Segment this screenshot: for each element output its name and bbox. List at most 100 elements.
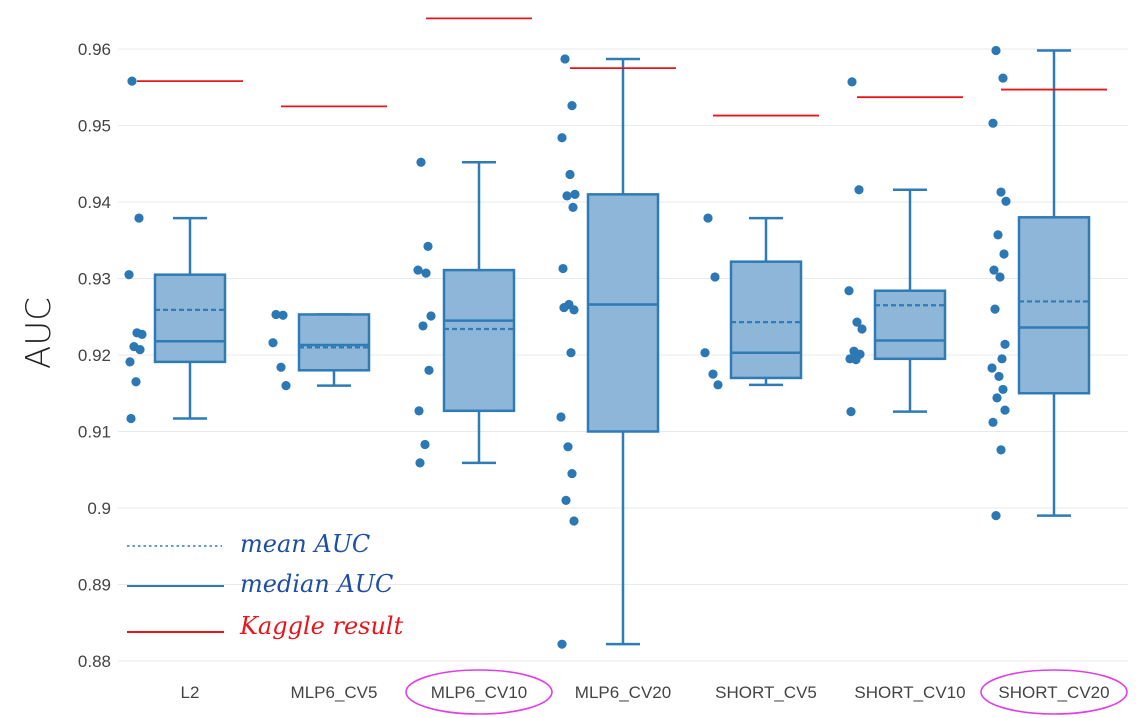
data-point [557, 133, 567, 143]
data-point [997, 354, 1007, 364]
data-point [558, 263, 568, 274]
legend: mean AUC median AUC Kaggle result [127, 530, 404, 640]
data-point [418, 321, 428, 331]
data-point [416, 157, 426, 167]
y-tick-label: 0.89 [78, 576, 111, 595]
data-point [854, 185, 864, 195]
x-category-label: L2 [181, 683, 200, 702]
data-point [994, 371, 1004, 382]
data-point [127, 76, 137, 86]
data-point [570, 189, 580, 199]
data-point [1001, 196, 1011, 206]
data-point [847, 77, 857, 87]
data-point [567, 468, 577, 479]
data-point [991, 45, 1001, 56]
x-category-label: SHORT_CV20 [998, 683, 1109, 702]
data-points [124, 45, 1011, 649]
data-point [569, 305, 579, 315]
data-point [1000, 339, 1010, 349]
data-point [557, 639, 567, 649]
x-axis-labels: L2 MLP6_CV5 MLP6_CV10 MLP6_CV20 SHORT_CV5 SHO… [181, 683, 1110, 702]
data-point [568, 202, 578, 212]
data-point [137, 329, 147, 339]
kaggle-result-lines [137, 17, 1107, 117]
y-axis-label: AUC [19, 297, 59, 369]
data-point [988, 118, 998, 128]
data-point [276, 362, 286, 372]
data-point [993, 230, 1003, 240]
box-short-cv10 [873, 188, 947, 413]
data-point [566, 348, 576, 358]
data-point [992, 393, 1002, 403]
box-mlp6-cv5 [297, 313, 371, 387]
data-point [989, 265, 999, 275]
data-point [559, 302, 569, 313]
data-point [125, 357, 135, 367]
data-point [569, 516, 579, 526]
data-point [124, 270, 134, 280]
x-category-label: MLP6_CV20 [575, 683, 671, 702]
data-point [135, 345, 145, 355]
data-point [713, 380, 723, 390]
data-point [424, 365, 434, 375]
box-short-cv5 [729, 216, 803, 387]
data-point [999, 249, 1009, 259]
y-axis-ticks: 0.88 0.89 0.9 0.91 0.92 0.93 0.94 0.95 0.96 [78, 40, 111, 671]
data-point [562, 191, 572, 201]
data-point [567, 101, 577, 111]
iqr-box [153, 273, 227, 364]
data-point [278, 310, 288, 320]
data-point [268, 338, 278, 348]
data-point [988, 417, 998, 427]
data-point [131, 377, 141, 387]
data-point [561, 495, 571, 505]
iqr-box [442, 268, 516, 413]
category-highlights [405, 669, 1128, 715]
y-tick-label: 0.96 [78, 40, 111, 59]
y-tick-label: 0.94 [78, 193, 111, 212]
data-point [995, 272, 1005, 282]
data-point [852, 317, 862, 327]
data-point [987, 363, 997, 373]
y-tick-label: 0.91 [78, 423, 111, 442]
data-point [413, 265, 423, 275]
category-highlight-ellipse [980, 669, 1128, 715]
data-point [415, 458, 425, 468]
data-point [703, 213, 713, 223]
data-point [710, 272, 720, 282]
data-point [421, 268, 431, 278]
data-point [134, 213, 144, 223]
iqr-box [297, 313, 371, 372]
data-point [998, 73, 1008, 83]
legend-kaggle-label: Kaggle result [239, 612, 404, 640]
data-point [556, 412, 566, 422]
iqr-box [873, 289, 947, 361]
iqr-box [1017, 216, 1091, 395]
iqr-box [586, 193, 660, 433]
category-highlight-ellipse [405, 669, 553, 715]
data-point [420, 439, 430, 450]
data-point [281, 381, 291, 391]
data-point [563, 442, 573, 452]
data-point [426, 311, 436, 321]
y-tick-label: 0.93 [78, 270, 111, 289]
x-category-label: SHORT_CV5 [715, 683, 817, 702]
y-tick-label: 0.9 [87, 499, 111, 518]
data-point [857, 324, 867, 334]
box-l2 [153, 216, 227, 420]
data-point [990, 304, 1000, 314]
data-point [991, 511, 1001, 521]
box-plots [153, 49, 1091, 646]
data-point [423, 241, 433, 251]
data-point [560, 54, 570, 64]
box-mlp6-cv10 [442, 160, 516, 465]
iqr-box [729, 260, 803, 380]
data-point [414, 406, 424, 416]
data-point [998, 384, 1008, 395]
y-tick-label: 0.92 [78, 346, 111, 365]
box-short-cv20 [1017, 49, 1091, 517]
legend-mean-label: mean AUC [240, 530, 370, 558]
data-point [846, 407, 856, 417]
data-point [565, 169, 575, 180]
